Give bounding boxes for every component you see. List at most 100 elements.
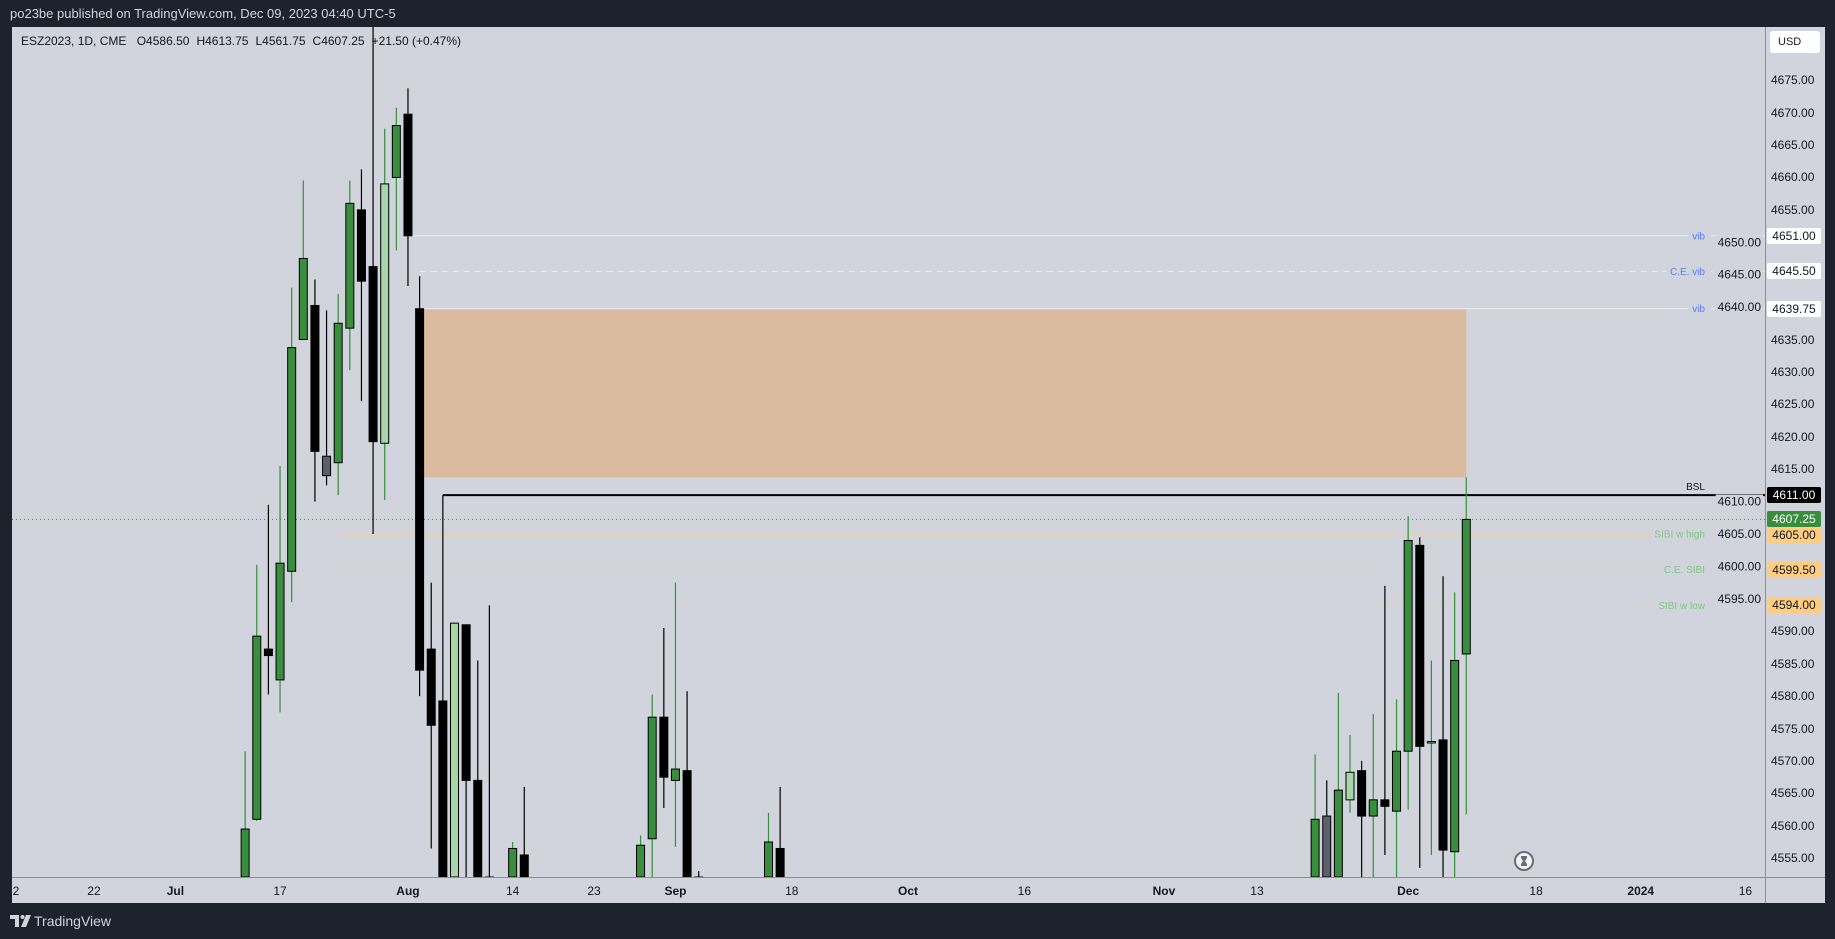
- tradingview-brand[interactable]: TradingView: [34, 913, 112, 929]
- legend-change: +21.50 (+0.47%): [371, 34, 461, 48]
- candle: [682, 691, 692, 877]
- level-label: C.E. vib: [1670, 267, 1705, 278]
- candle: [659, 628, 669, 808]
- candle-body: [659, 716, 669, 778]
- symbol-legend: ESZ2023, 1D, CME O4586.50 H4613.75 L4561.7…: [21, 34, 468, 48]
- price-tick: 4645.00: [1718, 268, 1762, 282]
- candle: [775, 786, 785, 877]
- legend-close: C4607.25: [312, 34, 365, 48]
- price-tick: 4665.00: [1771, 138, 1815, 152]
- candle: [1450, 592, 1460, 877]
- time-tick: 13: [1250, 884, 1264, 898]
- currency-button[interactable]: USD: [1770, 31, 1820, 53]
- candle-body: [1322, 815, 1332, 877]
- level-label-gap: [1650, 531, 1711, 538]
- candle-body: [333, 322, 343, 464]
- zone-rect: [419, 308, 1467, 478]
- level-price-label: 4594.00: [1767, 597, 1821, 614]
- price-tick-bg: [1715, 494, 1763, 509]
- candle-body: [1357, 770, 1367, 817]
- price-axis[interactable]: [1765, 27, 1825, 877]
- price-tick: 4660.00: [1771, 170, 1815, 185]
- time-axis[interactable]: 2 22 Jul 17 Aug 14 23 Sep 18 Oct 16 Nov 13 Dec 18 2024 1…: [12, 877, 1765, 903]
- hourglass-icon[interactable]: [1514, 851, 1534, 871]
- price-tick: 4575.00: [1771, 721, 1815, 736]
- price-tick: 4640.00: [1718, 300, 1762, 314]
- time-tick: 18: [1529, 884, 1543, 898]
- candle: [333, 294, 343, 496]
- level-price-label: 4611.00: [1767, 487, 1821, 504]
- legend-open: O4586.50: [136, 34, 190, 48]
- price-tick: 4650.00: [1718, 235, 1762, 249]
- level-label: vib: [1692, 231, 1705, 242]
- candle-body: [263, 648, 273, 657]
- chart-plot-area[interactable]: vib C.E. vib vib BSL SIBI w high C.E. SIBI SIB…: [12, 27, 1765, 877]
- level-price-label: 4639.75: [1767, 300, 1821, 317]
- price-tick-bg: [1715, 267, 1763, 282]
- candle: [1333, 692, 1343, 877]
- candle: [403, 88, 413, 287]
- candle: [647, 694, 657, 877]
- candle-body: [391, 125, 401, 178]
- price-tick: 4580.00: [1771, 689, 1815, 704]
- legend-high: H4613.75: [196, 34, 249, 48]
- candle-body: [415, 308, 425, 671]
- tradingview-logo[interactable]: [10, 915, 32, 927]
- candle: [449, 622, 459, 877]
- candle: [636, 835, 646, 877]
- level-label: C.E. SIBI: [1664, 565, 1705, 576]
- level-label: BSL: [1686, 482, 1705, 493]
- candle-body: [775, 847, 785, 877]
- publish-bar: po23be published on TradingView.com, Dec…: [0, 0, 1835, 27]
- time-tick: 2: [12, 884, 20, 898]
- candle: [426, 582, 436, 849]
- candle-body: [473, 779, 483, 877]
- price-tick: 4620.00: [1771, 429, 1815, 444]
- footer-bar: TradingView: [0, 903, 1835, 939]
- candle-body: [403, 113, 413, 237]
- candle: [345, 180, 355, 371]
- price-tick: 4555.00: [1771, 851, 1815, 866]
- price-tick: 4565.00: [1771, 786, 1815, 801]
- candle-body: [298, 257, 308, 341]
- candle-body: [461, 624, 471, 781]
- time-tick: 2024: [1627, 884, 1655, 898]
- price-tick: 4610.00: [1718, 495, 1762, 509]
- candle-body: [1380, 799, 1390, 807]
- candle-body: [1461, 518, 1471, 655]
- candle-body: [356, 209, 366, 282]
- level-label-gap: [1665, 268, 1711, 275]
- time-tick: 22: [87, 884, 101, 898]
- legend-symbol[interactable]: ESZ2023, 1D, CME: [21, 34, 127, 48]
- candle: [1310, 754, 1320, 877]
- time-tick: Dec: [1397, 884, 1420, 898]
- candle: [380, 128, 390, 500]
- time-tick: 16: [1017, 884, 1032, 898]
- candle: [473, 660, 483, 877]
- candle: [694, 871, 704, 877]
- candle-body: [682, 770, 692, 877]
- time-tick: Jul: [166, 884, 185, 898]
- candle-body: [1310, 818, 1320, 877]
- price-tick: 4615.00: [1771, 462, 1815, 477]
- candle-body: [368, 266, 378, 443]
- candle: [263, 504, 273, 695]
- price-tick-bg: [1715, 527, 1763, 542]
- candle: [1368, 713, 1378, 877]
- axis-corner: [1765, 877, 1825, 903]
- price-tick: 4655.00: [1771, 202, 1815, 217]
- candle-body: [240, 828, 250, 877]
- candle: [438, 495, 448, 877]
- candle-body: [508, 847, 518, 877]
- level-label-gap: [1688, 232, 1711, 239]
- candle-body: [380, 183, 390, 444]
- candle-body: [647, 716, 657, 840]
- candle: [1461, 477, 1471, 815]
- level-label-gap: [1659, 566, 1711, 573]
- price-tick-bg: [1715, 559, 1763, 574]
- price-tick: 4590.00: [1771, 624, 1815, 639]
- candle-body: [670, 768, 680, 781]
- candle: [1357, 760, 1367, 877]
- candle-body: [252, 635, 262, 820]
- candle: [508, 841, 518, 877]
